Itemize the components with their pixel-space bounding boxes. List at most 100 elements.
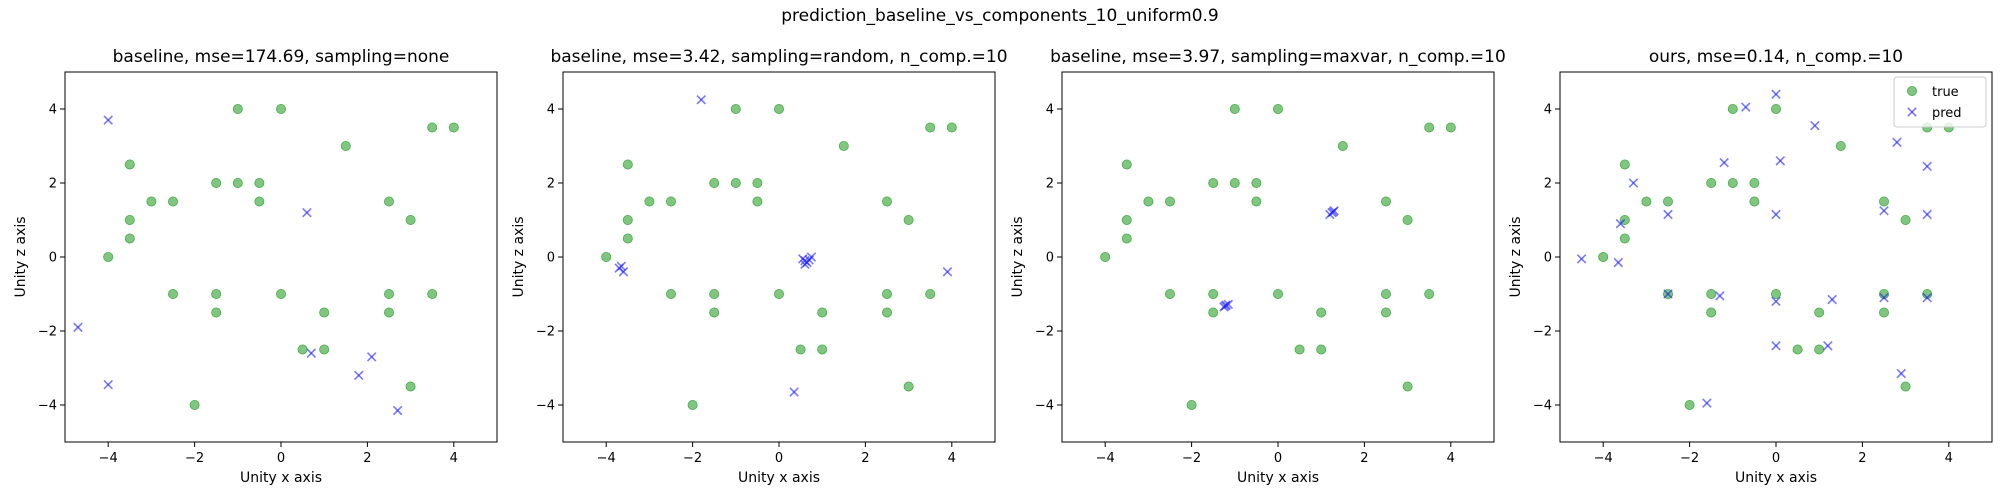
- true-point: [1273, 288, 1284, 299]
- true-point: [1229, 104, 1240, 115]
- x-tick-label: 2: [861, 451, 869, 466]
- x-tick-label: −4: [597, 451, 616, 466]
- pred-point: [1615, 218, 1626, 229]
- true-point: [1879, 307, 1890, 318]
- true-point: [1727, 177, 1738, 188]
- true-point: [622, 233, 633, 244]
- true-point: [1121, 159, 1132, 170]
- x-tick-label: −2: [185, 451, 204, 466]
- pred-point: [1879, 205, 1889, 216]
- true-point: [1619, 159, 1630, 170]
- true-point: [1792, 344, 1803, 355]
- true-point: [730, 177, 741, 188]
- figure-suptitle: prediction_baseline_vs_components_10_uni…: [781, 6, 1219, 26]
- true-point: [1900, 381, 1911, 392]
- x-tick-label: −4: [1594, 451, 1613, 466]
- true-point: [1619, 233, 1630, 244]
- pred-point: [1771, 89, 1781, 99]
- pred-point: [618, 267, 629, 277]
- true-point: [1749, 177, 1760, 188]
- true-point: [1186, 399, 1197, 410]
- true-point: [211, 307, 222, 318]
- true-point: [319, 344, 330, 355]
- pred-point: [789, 387, 799, 397]
- y-tick-label: −4: [38, 399, 57, 414]
- pred-point: [103, 379, 113, 390]
- plot-area: [1576, 89, 1954, 410]
- true-point: [817, 307, 828, 318]
- y-tick-label: 2: [547, 177, 555, 192]
- pred-point: [1613, 257, 1624, 268]
- true-point: [752, 196, 763, 207]
- true-point: [687, 399, 698, 410]
- true-point: [146, 196, 157, 207]
- true-point: [275, 288, 286, 299]
- y-axis-label: Unity z axis: [13, 216, 29, 297]
- true-point: [1316, 307, 1327, 318]
- true-point: [709, 307, 720, 318]
- true-point: [774, 104, 785, 115]
- pred-point: [1771, 341, 1781, 351]
- y-tick-label: −2: [536, 325, 555, 340]
- x-tick-label: −4: [99, 451, 118, 466]
- true-point: [1251, 177, 1262, 188]
- pred-point: [616, 261, 627, 272]
- true-point: [752, 177, 763, 188]
- true-point: [275, 104, 286, 115]
- true-point: [1208, 307, 1219, 318]
- subplot-1: baseline, mse=174.69, sampling=none −4 −2 0…: [13, 47, 498, 486]
- true-point: [167, 288, 178, 299]
- true-point: [1445, 122, 1456, 133]
- pred-point: [1892, 137, 1902, 148]
- true-point: [254, 196, 265, 207]
- true-point: [1316, 344, 1327, 355]
- pred-point: [1702, 398, 1712, 408]
- true-point: [448, 122, 459, 133]
- true-point: [1771, 104, 1782, 115]
- true-point: [1121, 214, 1132, 225]
- true-point: [1381, 196, 1392, 207]
- pred-point: [1810, 120, 1820, 131]
- plot-area: [73, 104, 459, 416]
- true-point: [1100, 251, 1111, 262]
- pred-point: [1771, 296, 1781, 307]
- pred-point: [1922, 161, 1932, 172]
- y-tick-label: −4: [536, 399, 555, 414]
- subplot-title: baseline, mse=3.42, sampling=random, n_c…: [550, 47, 1007, 67]
- x-tick-label: 4: [948, 451, 956, 466]
- true-point: [925, 288, 936, 299]
- true-point: [1835, 140, 1846, 151]
- true-point: [1814, 344, 1825, 355]
- true-point: [1381, 307, 1392, 318]
- y-tick-label: 0: [1544, 251, 1552, 266]
- y-tick-label: 2: [49, 177, 57, 192]
- true-point: [254, 177, 265, 188]
- true-point: [1208, 177, 1219, 188]
- true-point: [882, 307, 893, 318]
- true-point: [297, 344, 308, 355]
- true-point: [405, 381, 416, 392]
- true-point: [730, 104, 741, 115]
- y-tick-label: −4: [1533, 399, 1552, 414]
- true-point: [622, 214, 633, 225]
- legend-label: true: [1932, 85, 1959, 100]
- x-tick-label: 2: [1858, 451, 1866, 466]
- legend-label: pred: [1932, 106, 1962, 121]
- x-axis-label: Unity x axis: [1237, 470, 1319, 486]
- true-point: [1684, 399, 1695, 410]
- pred-point: [1663, 209, 1673, 220]
- x-tick-label: −2: [1182, 451, 1201, 466]
- x-tick-label: 0: [1772, 451, 1780, 466]
- pred-point: [302, 207, 312, 218]
- y-tick-label: 0: [1046, 251, 1054, 266]
- pred-point: [1328, 207, 1339, 217]
- true-point: [1706, 177, 1717, 188]
- pred-point: [306, 348, 317, 358]
- y-tick-label: 2: [1544, 177, 1552, 192]
- pred-point: [1896, 368, 1907, 379]
- pred-point: [1715, 291, 1725, 301]
- true-point: [1814, 307, 1825, 318]
- true-point: [838, 140, 849, 151]
- subplot-title: ours, mse=0.14, n_comp.=10: [1649, 47, 1903, 67]
- true-point: [903, 214, 914, 225]
